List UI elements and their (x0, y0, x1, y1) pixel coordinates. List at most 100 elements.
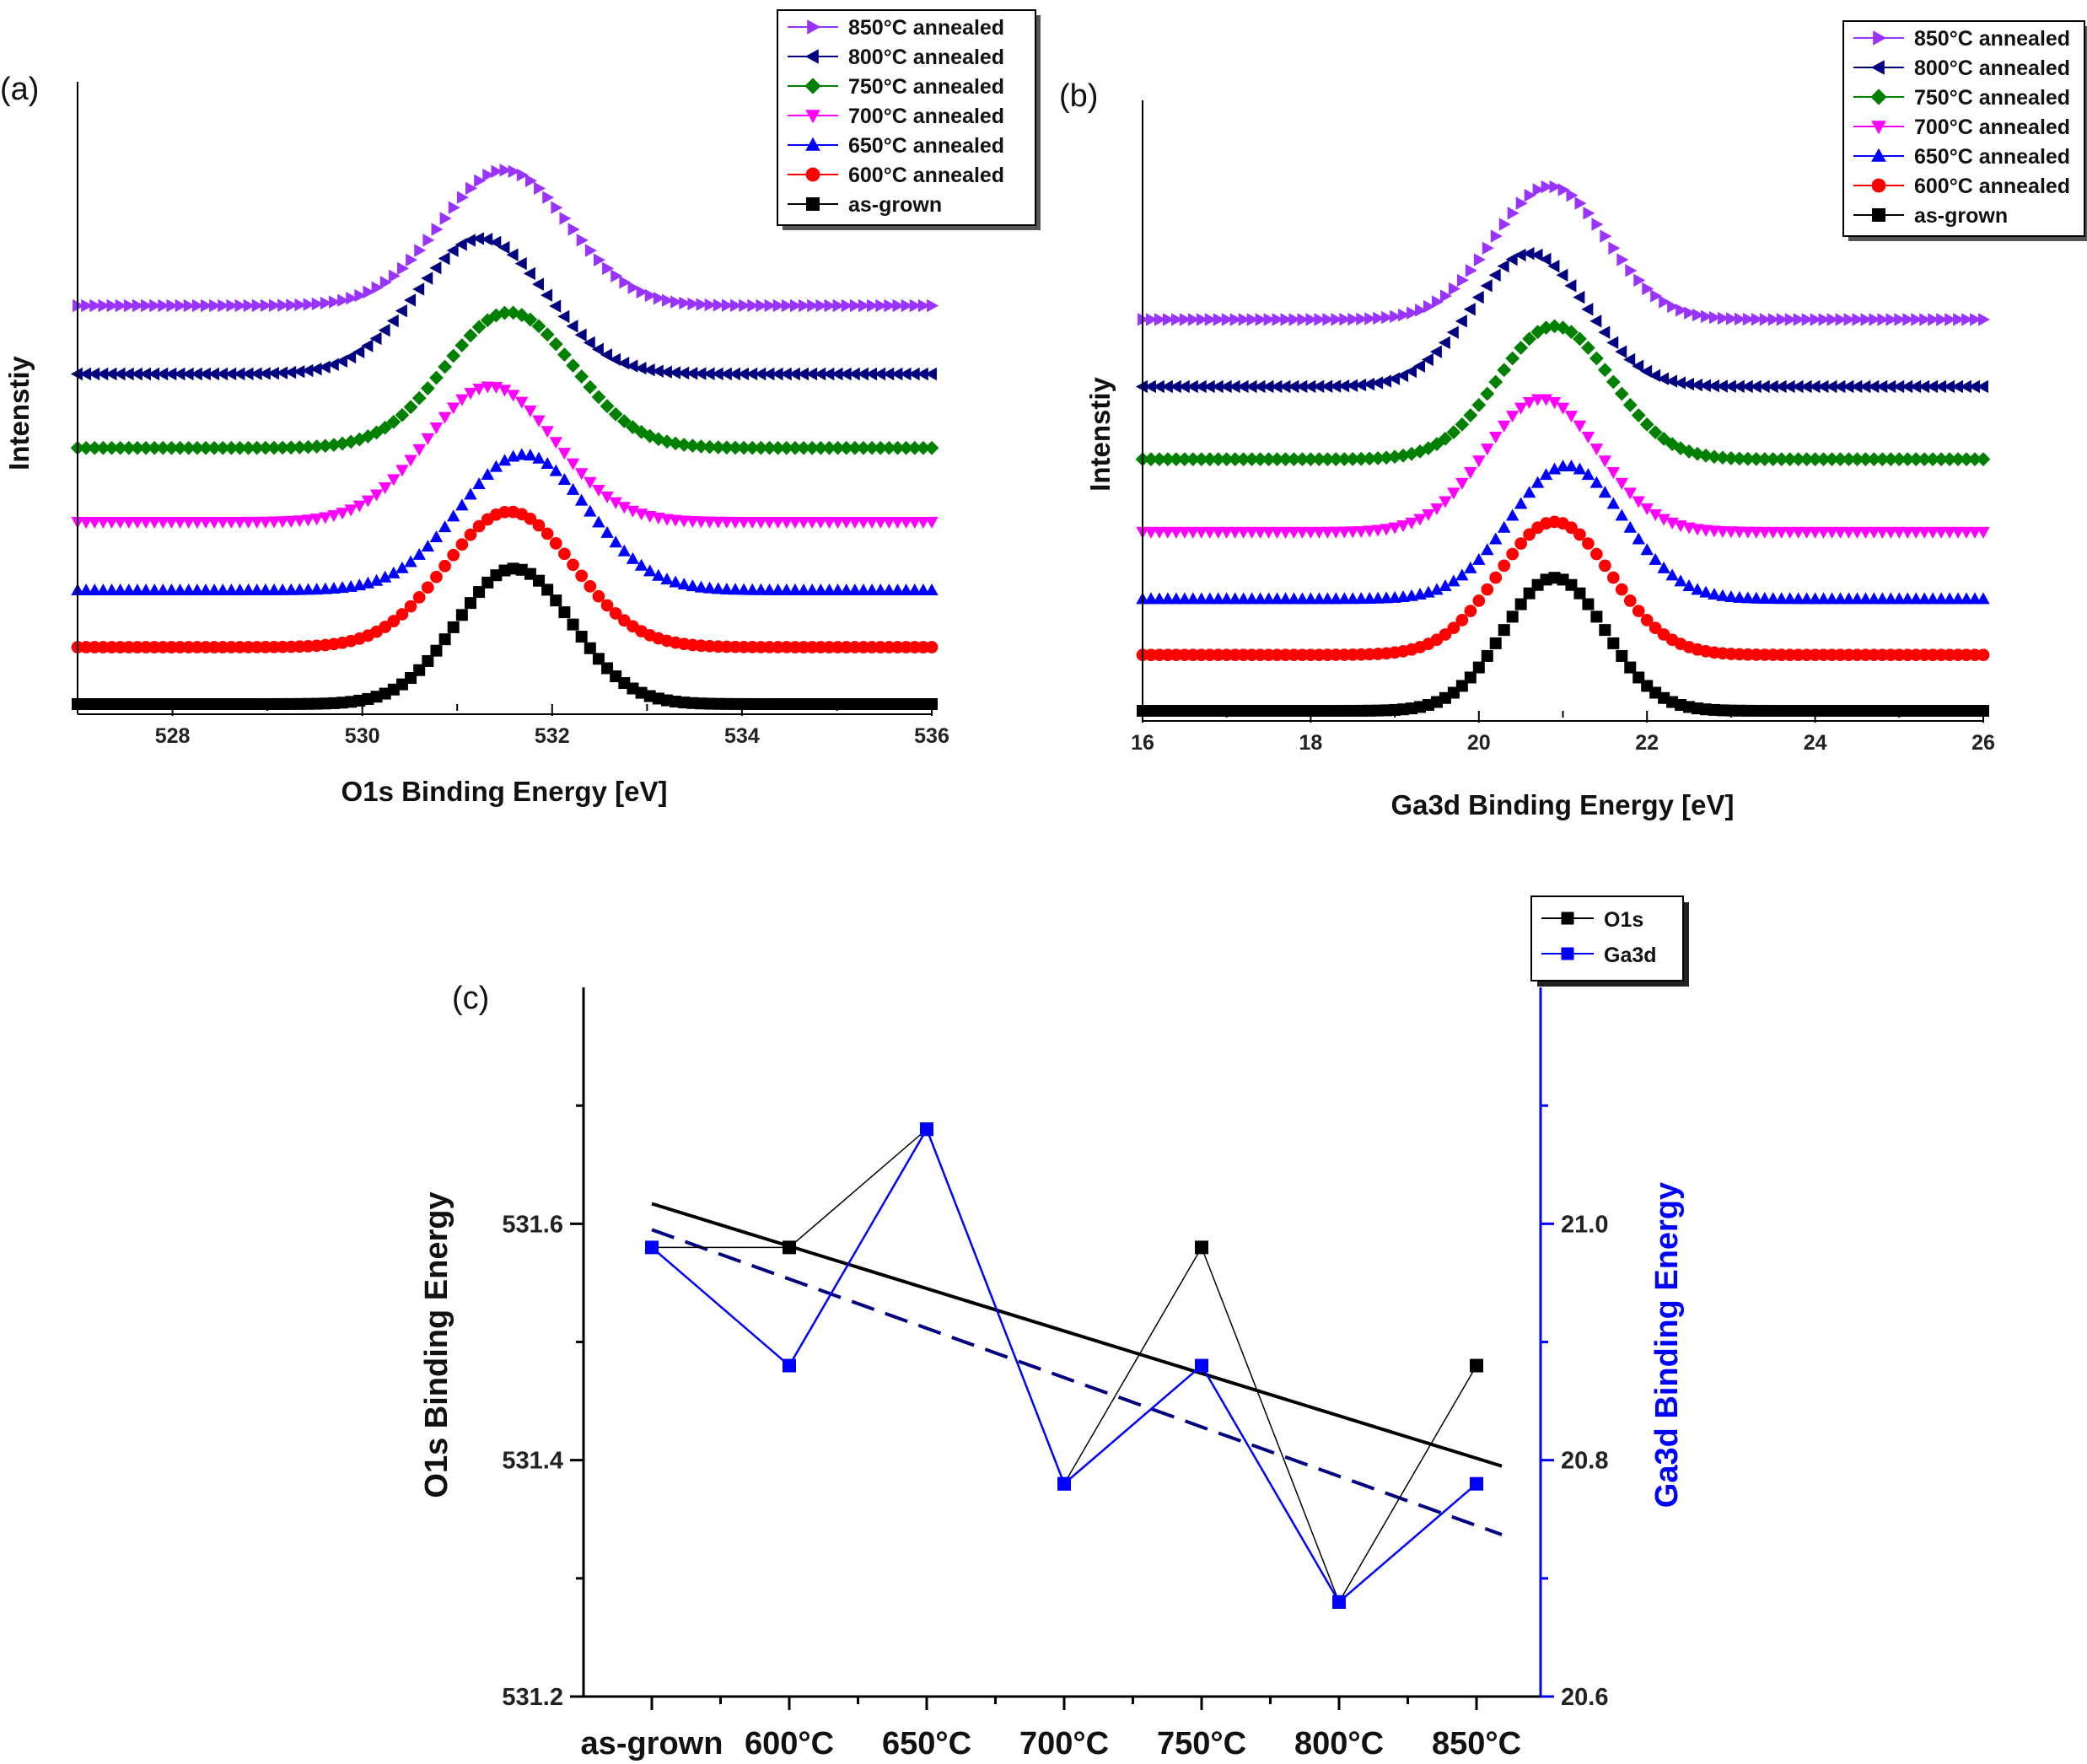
a-point (320, 296, 332, 310)
a-point (87, 440, 102, 455)
a-point (233, 440, 247, 455)
a-point (626, 551, 640, 564)
b-point (1590, 547, 1603, 561)
a-point (447, 402, 460, 415)
b-point (1480, 279, 1493, 293)
a-point (541, 584, 554, 596)
b-point (1665, 374, 1678, 388)
b-point (1968, 526, 1982, 539)
a-point (924, 367, 937, 381)
a-point (139, 641, 153, 653)
a-point (421, 272, 433, 285)
b-point (1867, 592, 1881, 605)
b-point (1759, 313, 1772, 326)
a-point (557, 473, 572, 486)
a-point (531, 277, 544, 291)
b-point (1321, 379, 1333, 393)
a-point (549, 299, 562, 313)
a-legend-marker (805, 167, 820, 182)
b-point (1573, 420, 1587, 433)
a-point (609, 607, 622, 620)
a-point (498, 505, 511, 519)
a-point (190, 367, 202, 381)
a-legend-marker (805, 110, 820, 124)
a-point (694, 439, 708, 454)
a-point (865, 583, 879, 595)
a-point (243, 298, 255, 313)
b-point (1236, 526, 1251, 539)
a-point (619, 276, 632, 289)
a-point (600, 525, 614, 538)
b-point (1220, 526, 1234, 539)
a-point (917, 298, 930, 313)
a-point (515, 396, 529, 409)
a-point (668, 436, 683, 451)
a-point (831, 517, 845, 530)
b-point (1648, 425, 1663, 440)
b-point (1776, 313, 1788, 326)
a-point (592, 484, 605, 497)
b-point (1799, 526, 1814, 539)
a-point (557, 347, 572, 362)
b-point (1615, 583, 1628, 596)
b-point (1135, 379, 1148, 394)
b-point (1599, 559, 1611, 573)
a-point (319, 582, 332, 594)
b-point (1892, 379, 1905, 394)
a-point (506, 248, 519, 261)
b-point (1967, 379, 1980, 394)
c-left-tick-label: 531.6 (502, 1211, 563, 1238)
a-point (754, 367, 766, 381)
a-point (669, 366, 681, 379)
a-tick-label: 532 (535, 724, 570, 748)
b-point (1396, 368, 1409, 383)
b-point (1422, 508, 1435, 521)
a-point (883, 641, 896, 653)
a-point (591, 390, 606, 405)
a-point (88, 641, 101, 653)
a-point (258, 367, 271, 380)
b-point (1187, 313, 1200, 326)
b-point (1506, 547, 1520, 561)
a-point (429, 370, 444, 385)
a-point (89, 298, 102, 313)
b-point (1429, 437, 1444, 452)
b-point (1640, 614, 1654, 627)
a-point (131, 641, 144, 653)
a-point (378, 570, 392, 583)
b-point (1396, 448, 1411, 463)
c-x-tick-label: 800°C (1294, 1726, 1384, 1761)
b-point (1472, 594, 1486, 607)
a-point (438, 520, 452, 533)
a-point (592, 653, 605, 665)
b-point (1892, 592, 1906, 605)
b-point (1649, 621, 1662, 635)
a-point (515, 448, 529, 460)
b-point (1715, 379, 1728, 393)
c-left-tick-label: 531.4 (502, 1448, 563, 1475)
a-point (361, 495, 375, 508)
a-point (387, 566, 401, 578)
a-point (694, 580, 708, 593)
b-point (1724, 590, 1738, 603)
b-point (1312, 526, 1326, 539)
b-point (1767, 592, 1780, 605)
a-point (899, 440, 914, 455)
a-point (191, 517, 204, 530)
b-point (1892, 526, 1906, 539)
a-point (346, 292, 358, 305)
a-point (549, 437, 562, 449)
b-point (1363, 377, 1375, 391)
b-point (1203, 592, 1217, 605)
a-point (711, 440, 726, 454)
a-point (891, 641, 904, 653)
b-point (1591, 218, 1604, 231)
b-point (1573, 331, 1587, 347)
b-point (1867, 526, 1881, 539)
a-point (849, 298, 862, 313)
a-point (864, 440, 879, 455)
b-point (1842, 526, 1856, 539)
a-point (592, 589, 605, 603)
b-point (1573, 587, 1586, 600)
a-point (814, 517, 828, 530)
